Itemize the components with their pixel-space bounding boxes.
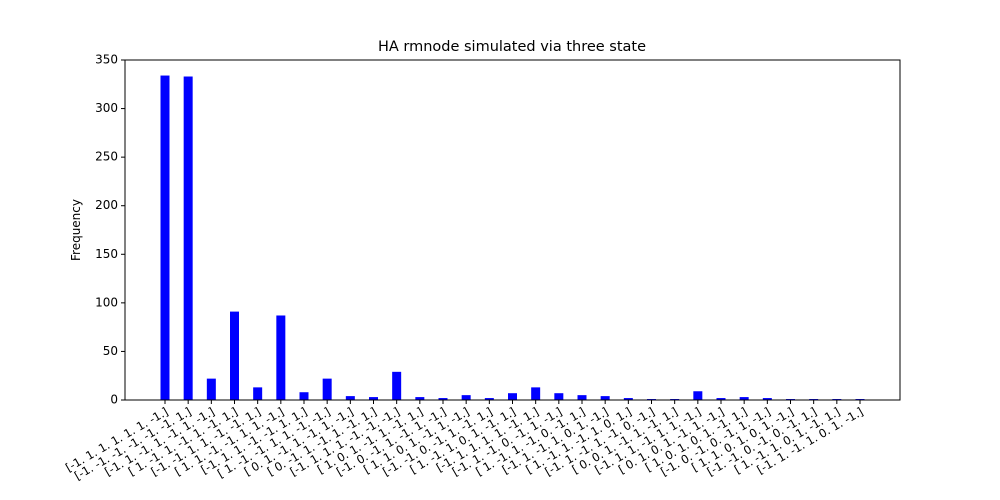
bar <box>438 398 448 400</box>
chart-title: HA rmnode simulated via three state <box>378 39 646 55</box>
bar <box>577 395 587 400</box>
y-axis-label: Frequency <box>69 199 83 261</box>
bar <box>345 396 355 400</box>
bar <box>253 387 263 400</box>
y-tick-label: 0 <box>110 393 118 407</box>
y-tick-label: 150 <box>95 247 118 261</box>
bar <box>415 397 425 400</box>
bar <box>623 398 633 400</box>
bar <box>369 397 378 400</box>
y-tick-label: 200 <box>95 198 118 212</box>
plot-frame <box>124 59 901 401</box>
y-tick-label: 300 <box>95 101 118 115</box>
bar <box>554 393 564 400</box>
bar <box>461 395 471 400</box>
bar <box>739 397 749 400</box>
bar <box>508 393 517 400</box>
bar <box>762 398 772 400</box>
bar <box>392 371 402 400</box>
bar <box>183 76 193 400</box>
bar <box>531 387 541 400</box>
bar <box>206 378 216 400</box>
bar <box>600 396 610 400</box>
y-tick-label: 350 <box>95 53 118 67</box>
bar <box>716 398 726 400</box>
bar <box>693 391 703 400</box>
y-tick-label: 50 <box>103 344 118 358</box>
bar <box>322 378 332 400</box>
y-tick-label: 250 <box>95 150 118 164</box>
y-tick-label: 100 <box>95 295 118 309</box>
bar <box>230 311 239 400</box>
bar <box>276 315 286 400</box>
bar <box>299 392 309 400</box>
bar <box>484 398 494 400</box>
bar <box>160 75 170 401</box>
